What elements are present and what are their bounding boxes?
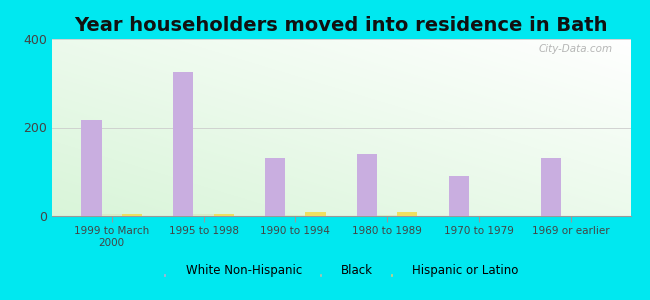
Bar [448,176,469,216]
Legend: White Non-Hispanic, Black, Hispanic or Latino: White Non-Hispanic, Black, Hispanic or L… [164,264,518,278]
Bar [81,119,101,216]
Bar [173,72,194,216]
Title: Year householders moved into residence in Bath: Year householders moved into residence i… [75,16,608,35]
Bar [541,158,561,216]
Bar [306,212,326,216]
Bar [194,214,214,216]
Bar [357,154,377,216]
Bar [397,212,417,216]
Bar [265,158,285,216]
Bar [214,214,234,216]
Bar [122,214,142,216]
Bar [285,215,306,216]
Bar [101,214,122,216]
Bar [377,215,397,216]
Text: City-Data.com: City-Data.com [539,44,613,54]
